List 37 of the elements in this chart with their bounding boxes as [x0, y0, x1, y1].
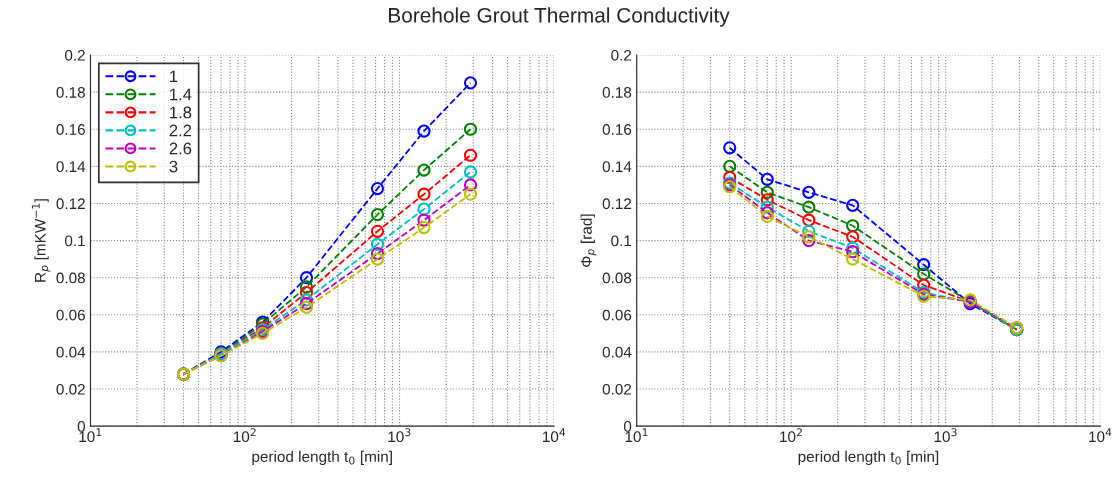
- y-tick-label: 0.08: [56, 272, 85, 284]
- y-tick-label: 0.18: [602, 87, 632, 98]
- legend-label: 1.8: [170, 106, 192, 119]
- legend-label: 1: [170, 70, 178, 83]
- legend-label: 3: [169, 160, 178, 173]
- y-tick-label: 0.14: [56, 161, 86, 173]
- y-tick-label: 0.12: [56, 198, 85, 210]
- y-tick-label: 0.14: [602, 161, 632, 173]
- y-tick-label: 0.16: [602, 124, 632, 135]
- legend-label: 2.2: [169, 124, 192, 137]
- y-tick-label: 0.1: [611, 235, 632, 247]
- chart-title: Borehole Grout Thermal Conductivity: [389, 7, 730, 27]
- legend-label: 2.6: [169, 142, 192, 155]
- y-tick-label: 0.04: [602, 346, 632, 358]
- x-tick-label: 10$^{4}$: [542, 428, 566, 443]
- x-tick-label: 10$^{2}$: [233, 428, 256, 443]
- x-axis-title: period length t$_{0}$ [min]: [252, 450, 392, 466]
- legend-label: 1.4: [170, 88, 192, 101]
- x-tick-label: 10$^{4}$: [1089, 428, 1112, 443]
- y-tick-label: 0.08: [602, 272, 632, 284]
- y-tick-label: 0.02: [602, 383, 632, 395]
- y-tick-label: 0.06: [602, 309, 632, 321]
- y-tick-label: 0.18: [56, 87, 85, 98]
- y-tick-label: 0.2: [611, 49, 632, 61]
- x-tick-label: 10$^{3}$: [388, 428, 411, 443]
- y-tick-label: 0.1: [64, 235, 85, 247]
- y-axis-title: Φ$_{p}$ [rad]: [580, 214, 597, 267]
- x-tick-label: 10$^{3}$: [934, 428, 957, 443]
- y-axis-title: R$_{p}$ [mKW$^{−1}$]: [31, 199, 51, 282]
- y-tick-label: 0.16: [56, 124, 85, 135]
- y-tick-label: 0.06: [56, 309, 85, 321]
- y-tick-label: 0.04: [56, 346, 86, 358]
- y-tick-label: 0.2: [64, 49, 85, 61]
- y-tick-label: 0.02: [56, 383, 85, 395]
- x-tick-label: 10$^{2}$: [780, 428, 802, 443]
- y-tick-label: 0.12: [602, 198, 632, 210]
- x-axis-title: period length t$_{0}$ [min]: [798, 450, 939, 466]
